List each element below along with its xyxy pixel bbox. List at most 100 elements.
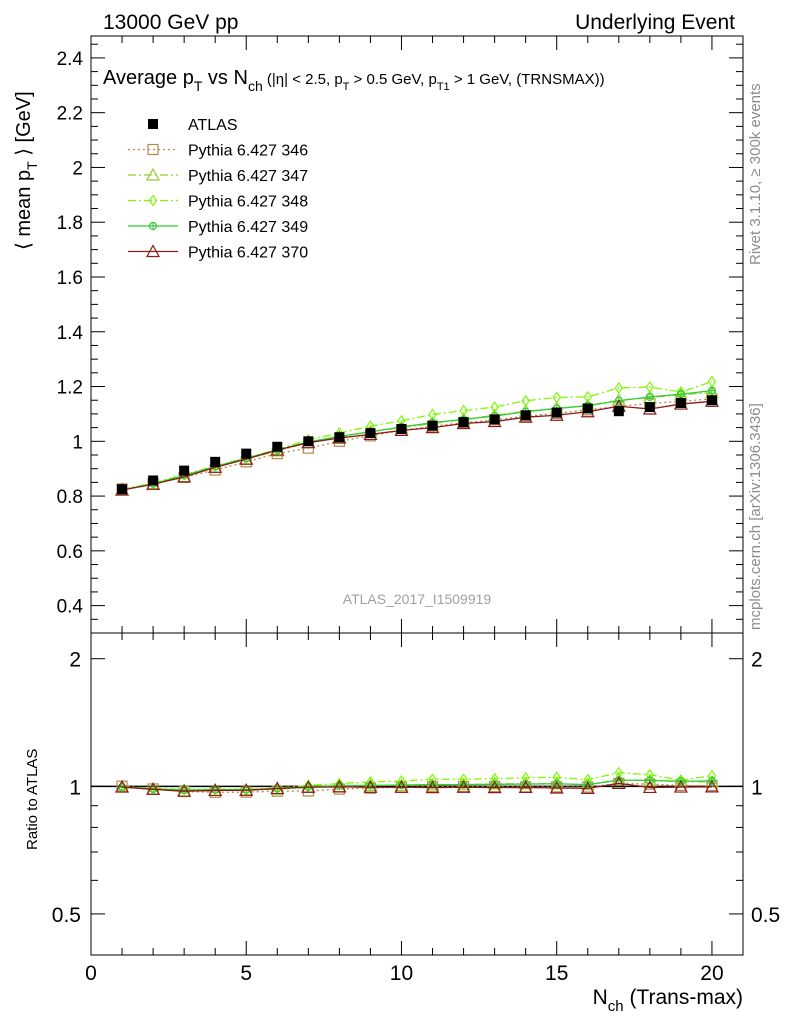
ratio-series-pythia-6-427-370 <box>115 776 719 797</box>
main-y-tick-label: 1.2 <box>57 378 83 399</box>
mcplots-label: mcplots.cern.ch [arXiv:1306.3436] <box>747 403 764 630</box>
ratio-point <box>208 783 223 797</box>
x-tick-label: 15 <box>545 962 568 985</box>
legend-label: Pythia 6.427 347 <box>188 168 308 185</box>
ratio-panel-frame <box>90 632 744 956</box>
ratio-line <box>122 779 712 791</box>
data-point <box>521 394 530 407</box>
ratio-point <box>487 780 502 794</box>
legend-marker <box>145 244 161 258</box>
ratio-point <box>363 779 378 793</box>
data-point <box>645 392 654 402</box>
data-point <box>645 381 655 394</box>
series-pythia-6-427-348 <box>117 375 717 496</box>
main-y-tick-label: 1.8 <box>57 213 83 234</box>
legend-entry: ATLAS <box>148 117 238 134</box>
main-y-tick-label: 0.8 <box>57 487 83 508</box>
data-point <box>551 407 562 418</box>
ratio-series <box>115 766 719 798</box>
ratio-panel: 0.5 0.5 1 1 2 2 0 5 10 15 20 Ratio to ATLAS Nch (… <box>24 632 780 1015</box>
ratio-point <box>394 779 409 793</box>
ratio-y-axis-label: Ratio to ATLAS <box>24 749 41 850</box>
legend-label: Pythia 6.427 346 <box>188 143 308 160</box>
legend-entry: Pythia 6.427 346 <box>128 143 308 160</box>
data-point <box>272 441 283 452</box>
data-point <box>365 428 376 439</box>
ratio-y-tick-label-right: 2 <box>751 649 763 672</box>
legend-entry: Pythia 6.427 348 <box>128 194 308 211</box>
series-atlas <box>117 395 717 495</box>
data-point <box>707 386 717 395</box>
ratio-point <box>115 779 130 793</box>
data-point <box>614 381 624 394</box>
ratio-y-tick-label: 0.5 <box>52 904 81 927</box>
main-y-tick-label: 0.6 <box>57 542 83 563</box>
data-point <box>676 390 686 399</box>
ratio-y-tick-label-right: 1 <box>751 776 763 799</box>
ratio-y-ticks: 0.5 0.5 1 1 2 2 <box>52 649 780 956</box>
data-point <box>396 423 407 434</box>
ratio-x-ticks: 0 5 10 15 20 <box>85 633 744 985</box>
main-y-tick-label: 0.4 <box>57 597 84 618</box>
x-axis-label: Nch (Trans-max) <box>593 986 743 1015</box>
main-panel: 0.4 0.6 0.8 1 1.2 1.4 1.6 1.8 2 2.2 2.4 Average pT… <box>13 35 744 634</box>
main-y-tick-label: 1.4 <box>57 323 84 344</box>
rivet-label: Rivet 3.1.10, ≥ 300k events <box>747 83 764 265</box>
main-series <box>115 375 719 496</box>
legend-label: ATLAS <box>188 117 238 134</box>
legend-marker <box>145 167 161 181</box>
main-y-tick-label: 1 <box>72 432 83 453</box>
ratio-point <box>177 783 192 797</box>
ratio-point <box>642 780 657 794</box>
ratio-y-tick-label: 2 <box>69 649 81 672</box>
legend-entry: Pythia 6.427 349 <box>128 219 308 236</box>
analysis-watermark: ATLAS_2017_I1509919 <box>343 591 492 607</box>
data-point <box>489 414 500 425</box>
legend-entry: Pythia 6.427 370 <box>128 244 308 262</box>
plot-title: Average pT vs Nch (|η| < 2.5, pT > 0.5 G… <box>103 67 605 94</box>
ratio-point <box>301 779 316 793</box>
ratio-point <box>146 782 161 795</box>
data-point <box>210 456 221 467</box>
main-y-ticks: 0.4 0.6 0.8 1 1.2 1.4 1.6 1.8 2 2.2 2.4 <box>57 43 743 634</box>
ratio-point <box>270 781 285 795</box>
data-point <box>117 484 128 495</box>
series-line <box>121 400 713 491</box>
data-point <box>644 402 655 413</box>
data-point <box>427 420 438 431</box>
series-pythia-6-427-346 <box>116 393 718 495</box>
series-pythia-6-427-370 <box>115 394 719 496</box>
data-point <box>303 436 314 447</box>
ratio-series-pythia-6-427-349 <box>117 776 717 795</box>
main-x-ticks <box>90 36 744 633</box>
x-tick-label: 20 <box>700 962 723 985</box>
data-point <box>458 417 469 428</box>
ratio-point <box>518 780 533 794</box>
ratio-line <box>122 782 712 792</box>
x-tick-label: 5 <box>240 962 252 985</box>
data-point <box>177 469 192 483</box>
legend-label: Pythia 6.427 349 <box>188 219 308 236</box>
header-left: 13000 GeV pp <box>103 11 238 34</box>
ratio-point <box>704 779 719 793</box>
ratio-point <box>456 779 471 793</box>
legend-marker <box>148 221 158 231</box>
ratio-point <box>332 779 347 793</box>
data-point <box>706 395 717 406</box>
ratio-point <box>549 780 564 794</box>
ratio-point <box>425 780 440 794</box>
data-point <box>675 397 686 408</box>
main-y-tick-label: 2 <box>72 158 83 179</box>
data-point <box>613 406 624 417</box>
header-right: Underlying Event <box>575 11 735 34</box>
x-tick-label: 0 <box>85 962 97 985</box>
x-tick-label: 10 <box>390 962 413 985</box>
main-y-tick-label: 1.6 <box>57 268 83 289</box>
data-point <box>334 432 345 443</box>
legend-marker <box>148 194 158 207</box>
ratio-point <box>580 781 595 794</box>
ratio-point <box>552 779 561 788</box>
main-y-tick-label: 2.4 <box>57 49 84 70</box>
legend-marker <box>148 119 158 129</box>
